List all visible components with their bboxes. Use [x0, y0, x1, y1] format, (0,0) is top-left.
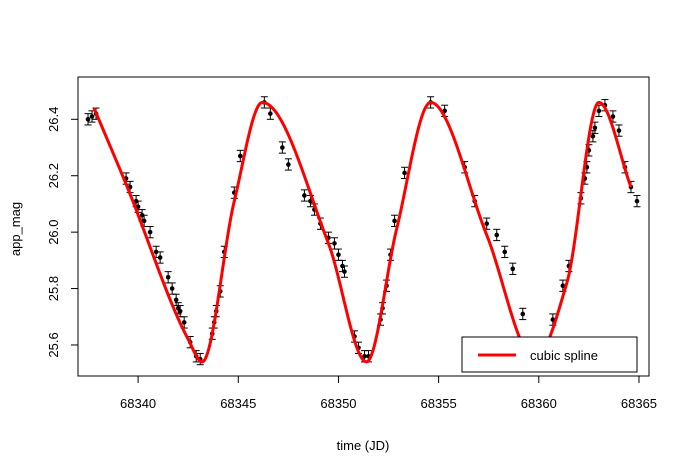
data-point: [592, 125, 598, 131]
x-tick-label: 68365: [621, 396, 657, 411]
y-tick-label: 25.6: [46, 332, 61, 357]
data-point: [336, 252, 341, 258]
data-point: [85, 117, 91, 122]
legend: cubic spline: [461, 336, 638, 373]
data-point: [596, 108, 602, 114]
data-point: [510, 266, 516, 272]
data-point: [610, 114, 616, 119]
data-point: [165, 274, 171, 280]
data-point: [169, 286, 175, 291]
y-axis: 25.6 25.8 26.0 26.2 26.4: [46, 107, 79, 358]
data-point: [402, 170, 407, 176]
data-point: [494, 232, 500, 238]
x-tick-label: 68345: [220, 396, 256, 411]
data-point: [392, 218, 397, 224]
data-point: [560, 283, 566, 289]
x-tick-label: 68350: [320, 396, 356, 411]
x-axis: 68340 68345 68350 68355 68360 68365: [120, 375, 657, 411]
data-point: [342, 269, 347, 274]
data-point: [286, 162, 291, 167]
data-point: [484, 221, 490, 226]
x-tick-label: 68360: [521, 396, 557, 411]
plot-frame: [77, 76, 650, 377]
x-tick-label: 68340: [120, 396, 156, 411]
data-point: [147, 229, 153, 235]
y-axis-title: app_mag: [8, 202, 23, 256]
data-point: [153, 249, 159, 255]
data-point: [332, 241, 337, 246]
data-point: [520, 311, 526, 317]
data-point: [173, 297, 179, 303]
data-point: [634, 198, 640, 204]
data-point: [302, 193, 307, 198]
data-point: [590, 133, 596, 139]
data-point: [340, 263, 345, 269]
data-point: [89, 114, 95, 119]
spline-line: [92, 100, 633, 364]
data-point: [280, 145, 285, 150]
data-point: [177, 308, 183, 314]
x-tick-label: 68355: [421, 396, 457, 411]
y-tick-label: 26.0: [46, 219, 61, 244]
data-point: [141, 218, 147, 224]
data-point: [268, 111, 273, 116]
data-point: [181, 320, 187, 325]
data-point: [237, 153, 243, 159]
legend-label: cubic spline: [530, 348, 598, 363]
data-point: [139, 212, 145, 218]
data-point: [362, 353, 367, 359]
data-point: [616, 128, 622, 133]
data-point: [502, 249, 508, 255]
y-tick-label: 26.4: [46, 107, 61, 132]
error-bars: [84, 96, 641, 366]
x-axis-title: time (JD): [337, 438, 390, 453]
y-tick-label: 25.8: [46, 276, 61, 301]
y-tick-label: 26.2: [46, 163, 61, 188]
data-point: [133, 198, 139, 204]
data-point: [157, 255, 163, 260]
